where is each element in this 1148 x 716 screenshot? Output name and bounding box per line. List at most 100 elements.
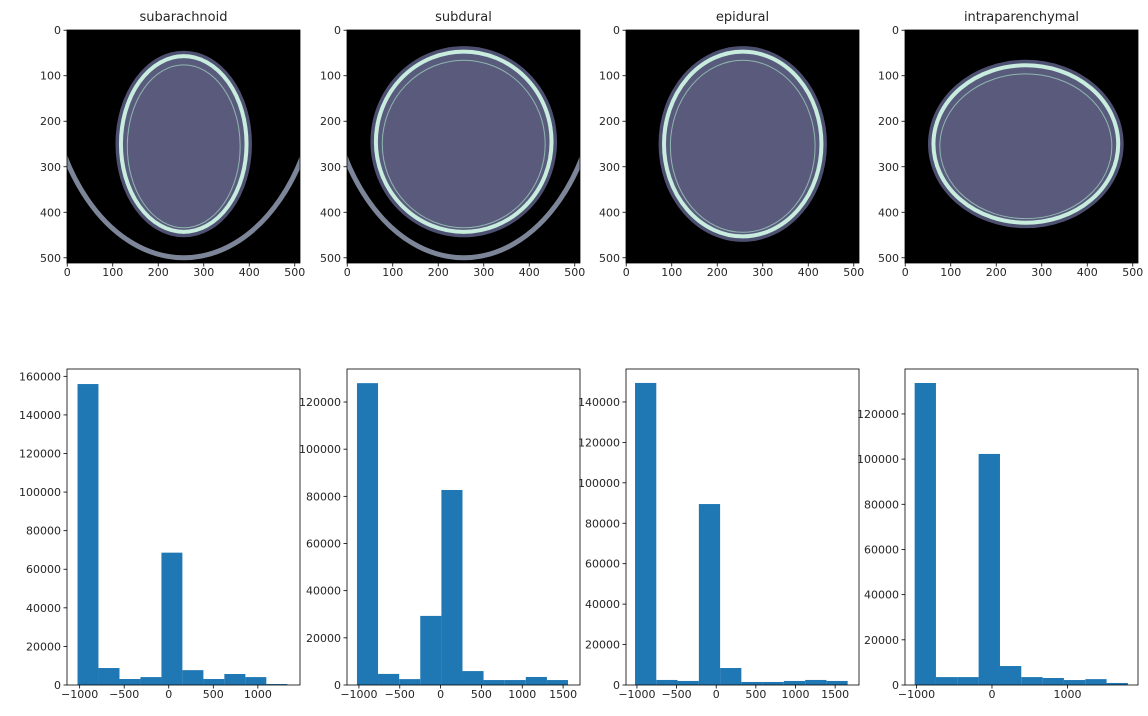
x-tick-label: 0	[165, 688, 172, 701]
y-tick-label: 120000	[578, 436, 620, 449]
y-tick-label: 120000	[19, 447, 61, 460]
x-tick-label: 1500	[821, 688, 849, 701]
bar	[784, 681, 805, 685]
y-tick-label: 0	[613, 679, 620, 692]
x-tick-label: 200	[148, 266, 169, 279]
chart-title: subdural	[435, 10, 492, 25]
y-tick-label: 200	[878, 115, 899, 128]
y-tick-label: 100	[599, 70, 620, 83]
ct-scan	[327, 0, 600, 263]
y-tick-label: 100000	[578, 477, 620, 490]
y-tick-label: 60000	[864, 543, 899, 556]
x-tick-label: 100	[382, 266, 403, 279]
x-tick-label: −1000	[61, 688, 98, 701]
bar	[78, 384, 99, 685]
bar	[224, 674, 245, 685]
y-tick-label: 40000	[26, 602, 61, 615]
bar	[957, 677, 978, 685]
bar	[484, 680, 505, 685]
bar	[547, 680, 568, 685]
bar	[915, 383, 936, 685]
y-tick-label: 80000	[585, 517, 620, 530]
x-tick-label: 200	[707, 266, 728, 279]
chart-title: epidural	[716, 10, 769, 25]
bar	[378, 674, 399, 685]
y-tick-label: 300	[40, 161, 61, 174]
x-tick-label: 500	[203, 688, 224, 701]
bar	[245, 677, 266, 685]
x-tick-label: 300	[1031, 266, 1052, 279]
x-tick-label: 100	[940, 266, 961, 279]
y-tick-label: 0	[54, 24, 61, 37]
scan-brain	[940, 74, 1112, 219]
y-tick-label: 100000	[19, 486, 61, 499]
bar	[763, 682, 784, 685]
x-tick-label: 100	[102, 266, 123, 279]
x-tick-label: 1000	[1053, 688, 1081, 701]
x-tick-label: 300	[752, 266, 773, 279]
x-tick-label: 200	[428, 266, 449, 279]
bar	[1021, 677, 1042, 685]
y-tick-label: 0	[334, 24, 341, 37]
y-tick-label: 100	[878, 70, 899, 83]
y-tick-label: 400	[320, 206, 341, 219]
y-tick-label: 80000	[306, 490, 341, 503]
bar	[741, 682, 762, 685]
bar	[678, 681, 699, 685]
bar	[462, 671, 483, 685]
x-tick-label: −1000	[618, 688, 655, 701]
y-tick-label: 200	[40, 115, 61, 128]
x-tick-label: 500	[564, 266, 585, 279]
x-tick-label: 1000	[781, 688, 809, 701]
x-tick-label: 400	[519, 266, 540, 279]
x-tick-label: 0	[437, 688, 444, 701]
bar	[720, 668, 741, 685]
x-tick-label: 200	[986, 266, 1007, 279]
bar	[979, 454, 1000, 685]
bar	[357, 383, 378, 685]
bar	[98, 668, 119, 685]
y-tick-label: 400	[599, 206, 620, 219]
y-tick-label: 20000	[864, 634, 899, 647]
bar	[182, 670, 203, 685]
bar	[1085, 679, 1106, 685]
axes-frame	[626, 369, 859, 685]
ct-scan	[47, 0, 320, 263]
axes-frame	[67, 369, 300, 685]
x-tick-label: 100	[661, 266, 682, 279]
scan-brain	[670, 60, 815, 232]
bar	[1064, 680, 1085, 685]
y-tick-label: 500	[599, 252, 620, 265]
y-tick-label: 100000	[857, 453, 899, 466]
x-tick-label: 1500	[549, 688, 577, 701]
x-tick-label: −500	[109, 688, 139, 701]
x-tick-label: 400	[798, 266, 819, 279]
x-tick-label: 500	[745, 688, 766, 701]
x-tick-label: 500	[843, 266, 864, 279]
x-tick-label: 0	[988, 688, 995, 701]
bar	[826, 681, 847, 685]
y-tick-label: 0	[892, 679, 899, 692]
x-tick-label: −500	[661, 688, 691, 701]
scan-brain	[382, 60, 545, 227]
x-tick-label: 0	[64, 266, 71, 279]
bar	[936, 677, 957, 685]
y-tick-label: 140000	[19, 409, 61, 422]
ct-scan	[626, 30, 859, 263]
scan-brain	[127, 65, 240, 228]
bar	[635, 383, 656, 685]
x-tick-label: 500	[1122, 266, 1143, 279]
x-tick-label: 1000	[244, 688, 272, 701]
y-tick-label: 200	[320, 115, 341, 128]
y-tick-label: 80000	[864, 498, 899, 511]
chart-title: intraparenchymal	[964, 10, 1079, 25]
y-tick-label: 200	[599, 115, 620, 128]
axes-frame	[905, 369, 1138, 685]
x-tick-label: −500	[385, 688, 415, 701]
y-tick-label: 60000	[585, 558, 620, 571]
y-tick-label: 60000	[26, 563, 61, 576]
bar	[1000, 666, 1021, 685]
y-tick-label: 100	[40, 70, 61, 83]
y-tick-label: 100000	[299, 443, 341, 456]
x-tick-label: 0	[344, 266, 351, 279]
